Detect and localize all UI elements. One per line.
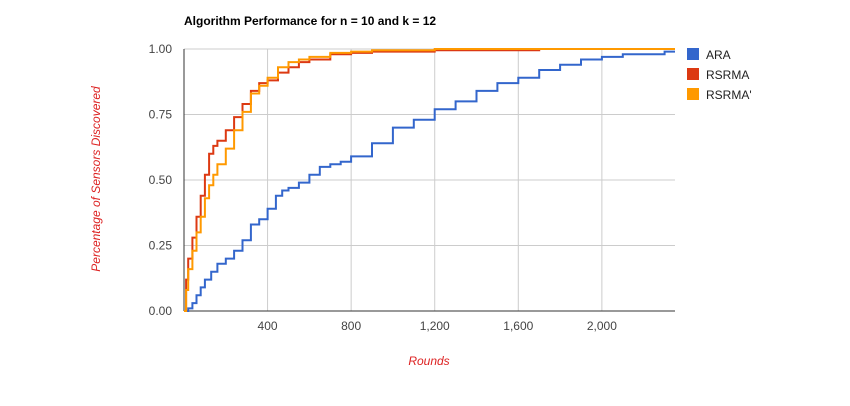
x-tick-label: 1,600 [503,319,533,333]
x-tick-label: 2,000 [587,319,617,333]
series-lines [184,48,675,312]
series-line-rsrma [184,48,675,312]
legend-label: RSRMA [706,68,749,82]
chart-title: Algorithm Performance for n = 10 and k =… [184,14,436,28]
axes [183,49,675,312]
legend-swatch [687,88,699,100]
y-tick-label: 1.00 [149,42,173,56]
legend-swatch [687,68,699,80]
x-tick-label: 1,200 [420,319,450,333]
legend-swatch [687,48,699,60]
y-axis-title: Percentage of Sensors Discovered [89,86,103,272]
legend-label: RSRMA' [706,88,752,102]
x-axis-title: Rounds [408,354,449,368]
grid-lines [184,48,675,311]
y-tick-label: 0.00 [149,304,173,318]
tick-labels: 0.00 0.25 0.50 0.75 1.00 400 800 1,200 1,600 2,00… [149,42,618,333]
x-tick-label: 800 [341,319,361,333]
series-line-ara [184,50,675,312]
y-tick-label: 0.75 [149,108,173,122]
legend: ARA RSRMA RSRMA' [687,48,752,102]
y-tick-label: 0.25 [149,239,173,253]
legend-label: ARA [706,48,731,62]
y-tick-label: 0.50 [149,173,173,187]
x-tick-label: 400 [258,319,278,333]
